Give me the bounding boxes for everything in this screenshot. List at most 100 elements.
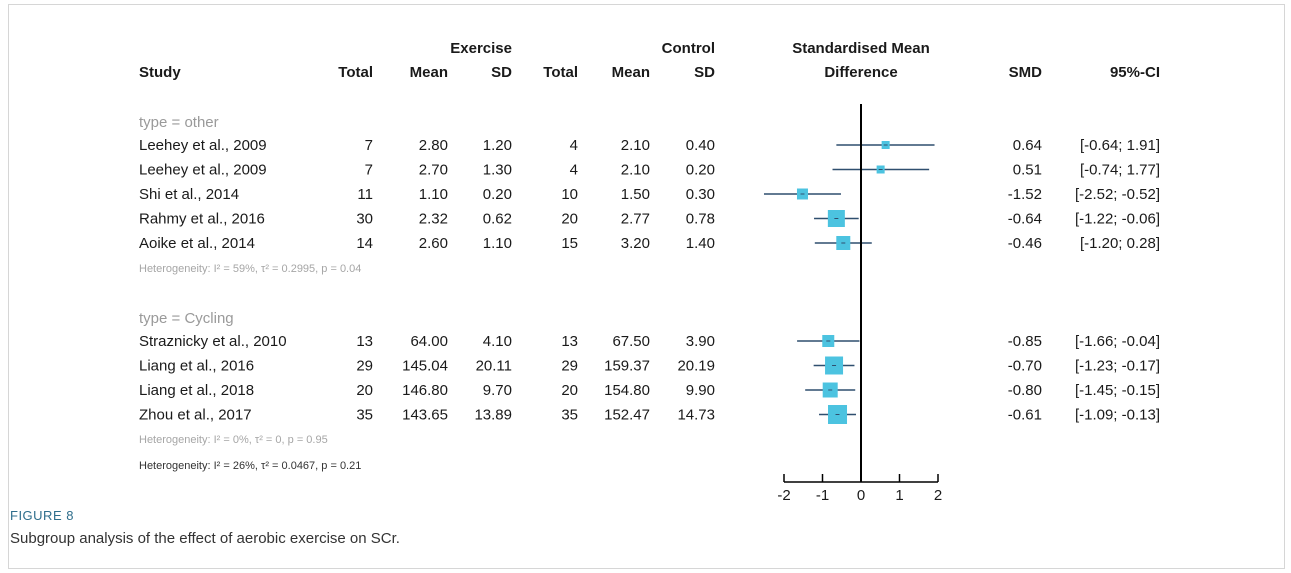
subgroup-label: type = other xyxy=(139,114,219,131)
cell-ctrl-total: 35 xyxy=(561,407,578,424)
cell-ex-sd: 20.11 xyxy=(476,358,512,375)
forest-plot: Exercise Control Standardised Mean Study… xyxy=(139,40,1160,500)
cell-ctrl-total: 4 xyxy=(570,162,578,179)
ci-value: [-1.09; -0.13] xyxy=(1075,407,1160,424)
smd-value: -1.52 xyxy=(1008,186,1042,203)
figure-frame xyxy=(8,4,1285,569)
smd-value: -0.46 xyxy=(1008,235,1042,252)
cell-ctrl-mean: 2.10 xyxy=(621,162,650,179)
cell-ex-total: 7 xyxy=(365,137,373,154)
cell-ex-mean: 64.00 xyxy=(410,333,448,350)
subgroup-label: type = Cycling xyxy=(139,310,234,327)
cell-ctrl-mean: 67.50 xyxy=(612,333,650,350)
cell-ex-mean: 145.04 xyxy=(402,358,448,375)
header-sd-exercise: SD xyxy=(491,64,512,81)
cell-ctrl-sd: 0.20 xyxy=(686,162,715,179)
cell-ex-sd: 1.10 xyxy=(483,235,512,252)
cell-ex-mean: 146.80 xyxy=(402,382,448,399)
ci-value: [-1.66; -0.04] xyxy=(1075,333,1160,350)
cell-ex-total: 20 xyxy=(356,382,373,399)
study-name: Rahmy et al., 2016 xyxy=(139,211,265,228)
study-name: Leehey et al., 2009 xyxy=(139,162,267,179)
study-name: Shi et al., 2014 xyxy=(139,186,239,203)
cell-ctrl-sd: 0.30 xyxy=(686,186,715,203)
cell-ex-total: 13 xyxy=(356,333,373,350)
header-smd: SMD xyxy=(1009,64,1043,81)
study-name: Zhou et al., 2017 xyxy=(139,407,252,424)
smd-value: 0.51 xyxy=(1013,162,1042,179)
cell-ex-mean: 2.80 xyxy=(419,137,448,154)
x-tick-label: 1 xyxy=(895,487,903,500)
study-name: Liang et al., 2018 xyxy=(139,382,254,399)
heterogeneity-text: Heterogeneity: I² = 0%, τ² = 0, p = 0.95 xyxy=(139,434,328,446)
ci-value: [-1.45; -0.15] xyxy=(1075,382,1160,399)
figure-label: FIGURE 8 xyxy=(10,508,74,523)
smd-value: -0.70 xyxy=(1008,358,1042,375)
header-exercise: Exercise xyxy=(450,40,512,57)
smd-value: -0.61 xyxy=(1008,407,1042,424)
x-tick-label: -1 xyxy=(816,487,829,500)
ci-value: [-1.20; 0.28] xyxy=(1080,235,1160,252)
x-tick-label: 2 xyxy=(934,487,942,500)
cell-ex-mean: 1.10 xyxy=(419,186,448,203)
cell-ctrl-sd: 0.78 xyxy=(686,211,715,228)
header-ci: 95%-CI xyxy=(1110,64,1160,81)
figure-caption: Subgroup analysis of the effect of aerob… xyxy=(10,530,400,547)
cell-ctrl-sd: 20.19 xyxy=(677,358,715,375)
ci-value: [-0.74; 1.77] xyxy=(1080,162,1160,179)
study-name: Straznicky et al., 2010 xyxy=(139,333,287,350)
header-total-exercise: Total xyxy=(338,64,373,81)
cell-ex-mean: 2.70 xyxy=(419,162,448,179)
cell-ctrl-mean: 2.10 xyxy=(621,137,650,154)
study-name: Aoike et al., 2014 xyxy=(139,235,255,252)
cell-ctrl-total: 13 xyxy=(561,333,578,350)
cell-ex-sd: 0.20 xyxy=(483,186,512,203)
cell-ctrl-total: 29 xyxy=(561,358,578,375)
cell-ex-sd: 9.70 xyxy=(483,382,512,399)
x-tick-label: 0 xyxy=(857,487,865,500)
cell-ex-mean: 2.32 xyxy=(419,211,448,228)
ci-value: [-1.22; -0.06] xyxy=(1075,211,1160,228)
cell-ex-total: 29 xyxy=(356,358,373,375)
header-smd-top: Standardised Mean xyxy=(792,40,930,57)
cell-ex-sd: 1.30 xyxy=(483,162,512,179)
cell-ctrl-mean: 159.37 xyxy=(604,358,650,375)
cell-ctrl-total: 20 xyxy=(561,382,578,399)
study-name: Leehey et al., 2009 xyxy=(139,137,267,154)
cell-ctrl-total: 4 xyxy=(570,137,578,154)
header-control: Control xyxy=(662,40,715,57)
cell-ctrl-mean: 1.50 xyxy=(621,186,650,203)
smd-value: 0.64 xyxy=(1013,137,1042,154)
cell-ctrl-total: 10 xyxy=(561,186,578,203)
cell-ctrl-total: 15 xyxy=(561,235,578,252)
cell-ctrl-sd: 3.90 xyxy=(686,333,715,350)
header-total-control: Total xyxy=(543,64,578,81)
header-mean-exercise: Mean xyxy=(410,64,448,81)
cell-ex-sd: 0.62 xyxy=(483,211,512,228)
cell-ctrl-sd: 14.73 xyxy=(677,407,715,424)
cell-ex-mean: 2.60 xyxy=(419,235,448,252)
cell-ex-total: 14 xyxy=(356,235,373,252)
smd-value: -0.64 xyxy=(1008,211,1042,228)
smd-value: -0.80 xyxy=(1008,382,1042,399)
cell-ctrl-mean: 152.47 xyxy=(604,407,650,424)
cell-ex-mean: 143.65 xyxy=(402,407,448,424)
cell-ex-total: 35 xyxy=(356,407,373,424)
cell-ex-total: 30 xyxy=(356,211,373,228)
header-sd-control: SD xyxy=(694,64,715,81)
cell-ctrl-mean: 154.80 xyxy=(604,382,650,399)
ci-value: [-0.64; 1.91] xyxy=(1080,137,1160,154)
cell-ctrl-sd: 9.90 xyxy=(686,382,715,399)
overall-heterogeneity-text: Heterogeneity: I² = 26%, τ² = 0.0467, p … xyxy=(139,460,361,472)
header-study: Study xyxy=(139,64,181,81)
x-tick-label: -2 xyxy=(777,487,790,500)
header-smd-bottom: Difference xyxy=(824,64,897,81)
cell-ex-total: 11 xyxy=(357,186,373,203)
cell-ex-sd: 1.20 xyxy=(483,137,512,154)
cell-ctrl-total: 20 xyxy=(561,211,578,228)
heterogeneity-text: Heterogeneity: I² = 59%, τ² = 0.2995, p … xyxy=(139,263,361,275)
cell-ex-total: 7 xyxy=(365,162,373,179)
cell-ex-sd: 13.89 xyxy=(474,407,512,424)
header-mean-control: Mean xyxy=(612,64,650,81)
cell-ctrl-sd: 0.40 xyxy=(686,137,715,154)
